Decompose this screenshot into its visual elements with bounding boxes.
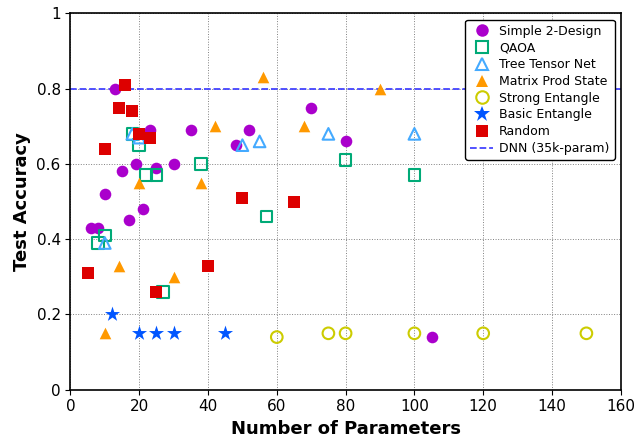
Point xyxy=(117,168,127,175)
Point xyxy=(478,330,488,337)
Point xyxy=(86,224,96,232)
Point xyxy=(306,104,316,111)
Point xyxy=(141,172,151,179)
Point xyxy=(151,289,161,296)
Point xyxy=(203,262,213,269)
Point xyxy=(168,330,179,337)
Point xyxy=(113,262,124,269)
Point xyxy=(100,330,110,337)
Point xyxy=(134,130,145,138)
Point xyxy=(230,142,241,149)
Point xyxy=(340,138,351,145)
Point xyxy=(220,330,230,337)
Point xyxy=(113,104,124,111)
Point xyxy=(131,160,141,168)
Point xyxy=(410,130,420,138)
Point xyxy=(134,179,145,186)
Point xyxy=(110,85,120,92)
Y-axis label: Test Accuracy: Test Accuracy xyxy=(13,132,31,271)
Point xyxy=(120,82,131,89)
Point xyxy=(151,164,161,171)
Point xyxy=(151,172,161,179)
Point xyxy=(300,123,310,130)
Point xyxy=(340,157,351,164)
Point xyxy=(93,224,103,232)
Point xyxy=(426,333,436,340)
Point xyxy=(196,179,206,186)
Point xyxy=(272,333,282,340)
Point xyxy=(124,217,134,224)
Point xyxy=(100,239,110,246)
Point xyxy=(261,213,271,220)
Point xyxy=(410,172,420,179)
Point xyxy=(375,85,385,92)
Point xyxy=(145,134,155,141)
Point xyxy=(100,190,110,198)
Point xyxy=(196,160,206,168)
Point xyxy=(410,330,420,337)
Point xyxy=(323,130,333,138)
Point xyxy=(106,311,117,318)
Point xyxy=(127,130,138,138)
Point xyxy=(134,134,145,141)
Point xyxy=(258,74,268,81)
Point xyxy=(186,126,196,134)
Point xyxy=(134,330,145,337)
Point xyxy=(289,198,299,205)
Point xyxy=(581,330,591,337)
Point xyxy=(134,142,145,149)
Point xyxy=(237,142,248,149)
Point xyxy=(127,130,138,138)
Point xyxy=(168,160,179,168)
Point xyxy=(145,126,155,134)
Point xyxy=(100,232,110,239)
Point xyxy=(83,270,93,277)
Point xyxy=(127,108,138,115)
Point xyxy=(340,330,351,337)
Point xyxy=(210,123,220,130)
Point xyxy=(168,273,179,280)
Point xyxy=(93,239,103,246)
Point xyxy=(100,145,110,152)
Point xyxy=(151,330,161,337)
Point xyxy=(255,138,265,145)
Point xyxy=(158,289,168,296)
Point xyxy=(237,194,248,202)
Point xyxy=(138,206,148,213)
Point xyxy=(244,126,255,134)
Legend: Simple 2-Design, QAOA, Tree Tensor Net, Matrix Prod State, Strong Entangle, Basi: Simple 2-Design, QAOA, Tree Tensor Net, … xyxy=(465,20,614,160)
X-axis label: Number of Parameters: Number of Parameters xyxy=(230,420,461,438)
Point xyxy=(323,330,333,337)
